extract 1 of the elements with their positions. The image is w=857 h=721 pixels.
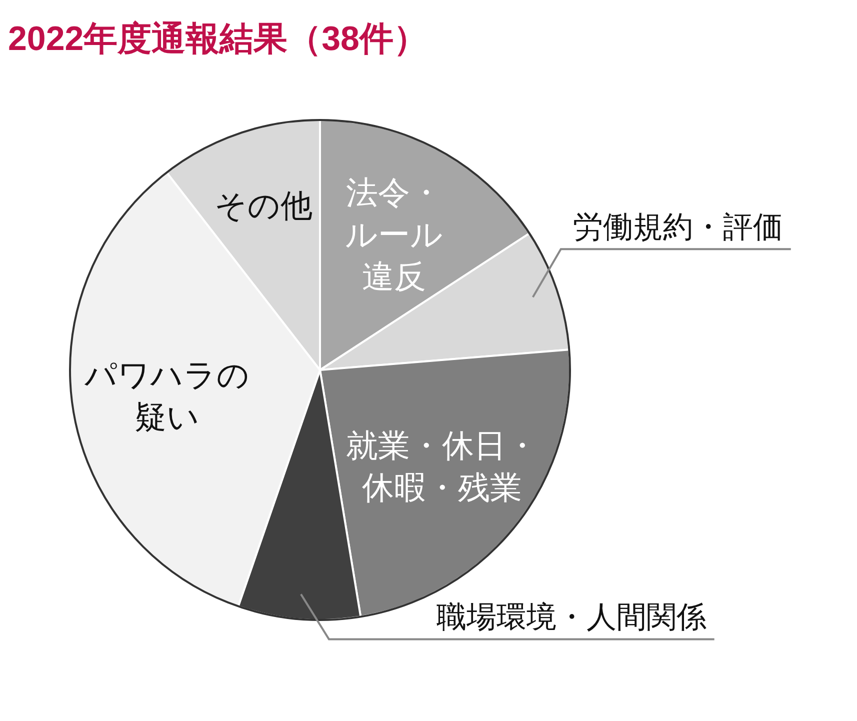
title: 2022年度通報結果（38件）	[8, 20, 428, 58]
